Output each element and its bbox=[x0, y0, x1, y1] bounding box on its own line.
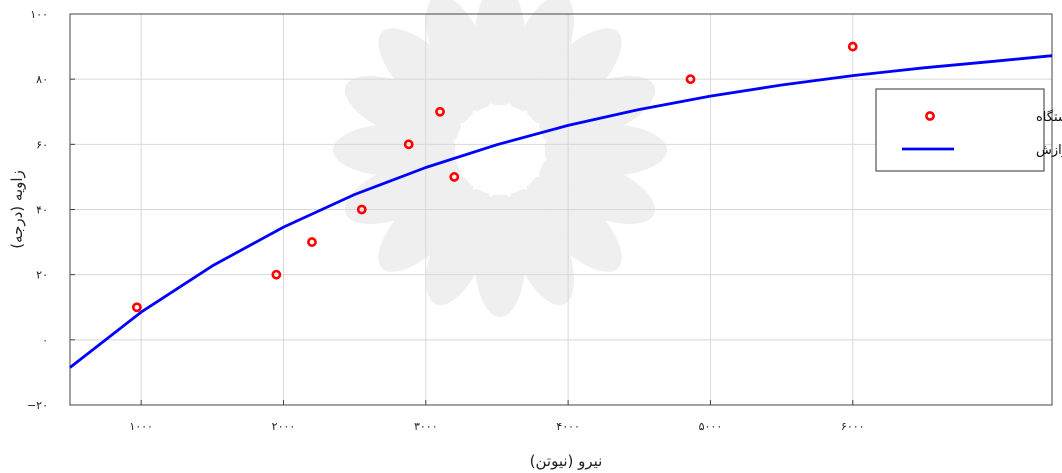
watermark-petal bbox=[474, 0, 526, 107]
watermark-petal bbox=[526, 176, 622, 272]
data-point bbox=[403, 139, 414, 150]
y-tick-label: ۶۰ bbox=[36, 138, 48, 151]
data-point bbox=[435, 106, 445, 117]
x-tick-label: ۱۰۰۰ bbox=[129, 420, 153, 433]
watermark-petal bbox=[344, 76, 462, 144]
legend-label-device-results: نتایج دستگاه bbox=[1036, 109, 1062, 125]
data-point bbox=[307, 237, 317, 247]
legend-box bbox=[875, 88, 1045, 172]
y-axis-label: زاویه (درجه) bbox=[8, 170, 26, 249]
watermark-petal bbox=[426, 0, 494, 112]
x-tick-label: ۳۰۰۰ bbox=[414, 420, 438, 433]
watermark-petal bbox=[344, 156, 462, 224]
watermark-center bbox=[455, 105, 545, 195]
data-point bbox=[449, 172, 460, 182]
x-tick-label: ۶۰۰۰ bbox=[841, 420, 865, 433]
fit-curve-line bbox=[69, 54, 1053, 369]
y-tick-label: ۸۰ bbox=[36, 73, 48, 86]
watermark-petal bbox=[526, 28, 622, 124]
x-tick-label: ۲۰۰۰ bbox=[272, 420, 296, 433]
watermark-petal bbox=[426, 188, 494, 306]
series-layer bbox=[69, 41, 1053, 369]
grid bbox=[70, 14, 1052, 405]
y-tick-label: ۴۰ bbox=[36, 204, 48, 217]
watermark-emblem bbox=[333, 0, 667, 317]
legend-label-fit-curve: منحنی برازش bbox=[1036, 143, 1062, 158]
watermark-petal bbox=[474, 193, 526, 317]
watermark-petal bbox=[506, 0, 574, 112]
y-tick-label: ۲۰ bbox=[36, 269, 48, 282]
x-tick-label: ۴۰۰۰ bbox=[556, 420, 580, 433]
y-tick-label: −۲۰ bbox=[27, 399, 48, 412]
x-axis: ۱۰۰۰ ۲۰۰۰ ۳۰۰۰ ۴۰۰۰ ۵۰۰۰ ۶۰۰۰ bbox=[129, 400, 865, 433]
data-point bbox=[131, 302, 142, 313]
legend: نتایج دستگاه منحنی برازش bbox=[875, 88, 1062, 172]
legend-marker-icon bbox=[925, 111, 935, 121]
data-point bbox=[271, 269, 282, 280]
watermark-petal bbox=[543, 124, 667, 176]
data-point bbox=[847, 41, 858, 52]
x-axis-label: نیرو (نیوتن) bbox=[530, 452, 603, 470]
x-tick-label: ۵۰۰۰ bbox=[699, 420, 723, 433]
y-tick-label: ۰ bbox=[42, 334, 48, 347]
y-axis: −۲۰ ۰ ۲۰ ۴۰ ۶۰ ۸۰ ۱۰۰ bbox=[27, 8, 75, 412]
watermark-petal bbox=[506, 188, 574, 306]
data-point bbox=[356, 204, 367, 215]
y-tick-label: ۱۰۰ bbox=[30, 8, 48, 21]
data-point bbox=[685, 74, 696, 85]
